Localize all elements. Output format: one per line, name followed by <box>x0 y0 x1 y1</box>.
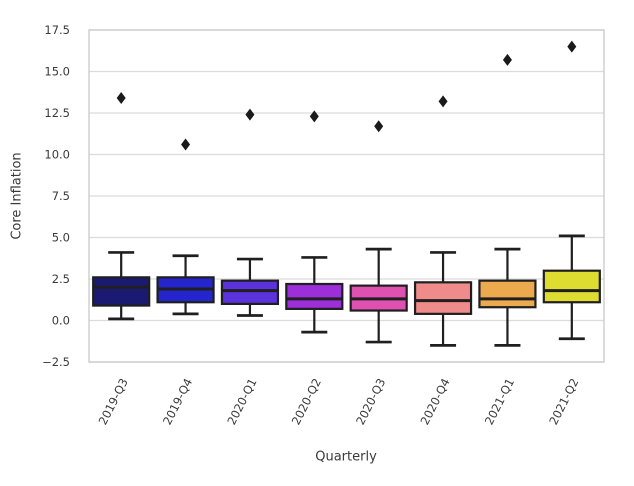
x-tick-label: 2019-Q3 <box>96 376 131 427</box>
y-tick-label: 5.0 <box>52 231 70 245</box>
x-tick-label: 2020-Q3 <box>353 376 388 427</box>
x-tick-label: 2021-Q2 <box>546 376 581 427</box>
plot-frame <box>88 29 605 363</box>
iqr-box <box>413 281 473 315</box>
y-tick-label: 2.5 <box>52 272 70 286</box>
y-tick-label: 12.5 <box>44 106 70 120</box>
outlier-diamond <box>438 95 448 108</box>
x-tick-label: 2020-Q1 <box>224 376 259 427</box>
y-tick-label: 10.0 <box>44 148 70 162</box>
box-group-2020-Q3 <box>349 120 408 344</box>
iqr-box <box>285 282 344 310</box>
iqr-box <box>478 279 537 309</box>
outlier-diamond <box>309 110 319 123</box>
x-tick-label: 2019-Q4 <box>160 376 195 427</box>
y-axis-title: Core Inflation <box>9 152 25 240</box>
y-tick-label: 7.5 <box>52 189 70 203</box>
box-group-2020-Q4 <box>413 95 473 347</box>
box-group-2021-Q1 <box>478 53 537 347</box>
y-tick-label: 0.0 <box>52 314 70 328</box>
x-tick-label: 2020-Q2 <box>289 376 324 427</box>
iqr-box <box>542 269 601 304</box>
box-group-2019-Q3 <box>92 92 151 321</box>
outlier-diamond <box>374 120 384 133</box>
x-axis-title: Quarterly <box>315 449 377 465</box>
outlier-diamond <box>116 92 126 105</box>
outlier-diamond <box>567 40 577 53</box>
y-tick-label: 17.5 <box>44 23 70 37</box>
iqr-box <box>220 279 280 306</box>
y-tick-label: −2.5 <box>42 355 70 369</box>
box-group-2020-Q1 <box>220 108 280 317</box>
box-group-2019-Q4 <box>156 138 215 316</box>
outlier-diamond <box>245 108 255 121</box>
x-tick-label: 2020-Q4 <box>417 376 452 427</box>
box-group-2021-Q2 <box>542 40 601 341</box>
y-tick-label: 15.0 <box>44 65 70 79</box>
outlier-diamond <box>181 138 191 151</box>
box-group-2020-Q2 <box>285 110 344 334</box>
outlier-diamond <box>502 53 512 66</box>
x-tick-label: 2021-Q1 <box>482 376 517 427</box>
iqr-box <box>92 276 151 307</box>
